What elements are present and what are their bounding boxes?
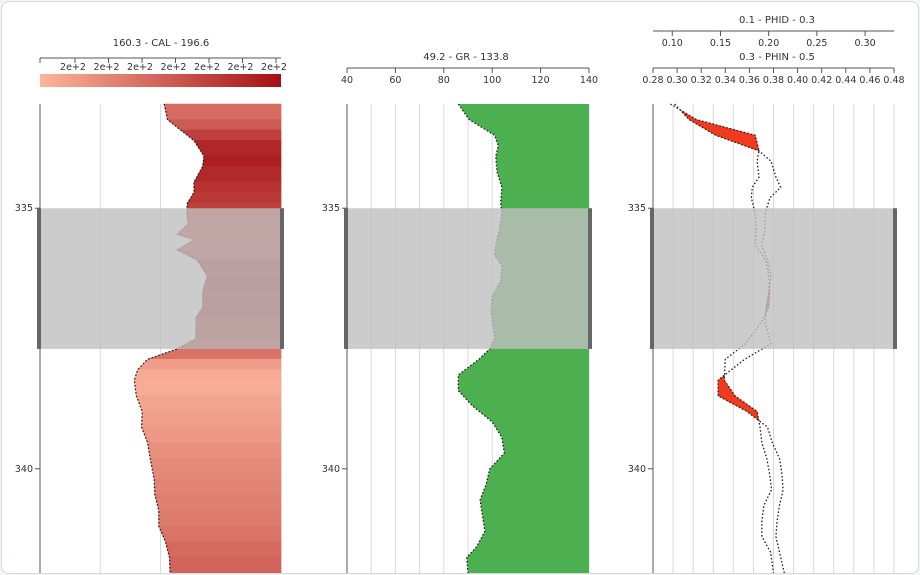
axis-tick-label: 80: [438, 75, 450, 86]
cal-fill-band: [166, 119, 282, 131]
cal-fill-band: [141, 411, 282, 428]
axis-tick-label: 0.30: [667, 75, 688, 86]
cal-fill-band: [158, 510, 282, 527]
axis-tick-label: 0.42: [811, 75, 832, 86]
cal-fill-band: [133, 379, 282, 397]
axis-tick-label: 60: [389, 75, 401, 86]
axis-tick-label: 0.34: [715, 75, 736, 86]
zone-highlight: [651, 208, 896, 349]
axis-tick-label: 40: [341, 75, 353, 86]
phin-axis-ticks: 0.28 0.30 0.32 0.34 0.36 0.38 0.40 0.42 0.44 0.46…: [642, 67, 905, 86]
gr-track: 49.2 - GR - 133.8 40 60 80 100 120 140 335 340: [322, 52, 598, 573]
zone-edge-right: [280, 208, 284, 349]
cal-fill-band: [179, 129, 282, 141]
depth-tick-label: 340: [322, 464, 340, 475]
axis-tick-label: 2e+2: [261, 62, 287, 73]
axis-tick-label: 2e+2: [161, 62, 187, 73]
axis-tick-label: 100: [483, 75, 501, 86]
axis-tick-label: 0.10: [662, 38, 683, 49]
axis-tick-label: 0.25: [806, 38, 827, 49]
axis-tick-label: 0.38: [763, 75, 784, 86]
axis-tick-label: 0.32: [691, 75, 712, 86]
zone-edge-left: [344, 208, 348, 349]
cal-fill-band: [169, 557, 282, 573]
cal-fill-band: [133, 369, 282, 381]
cal-fill-band: [135, 395, 282, 412]
cal-fill-band: [193, 181, 282, 193]
axis-tick-label: 0.44: [835, 75, 856, 86]
zone-edge-left: [650, 208, 654, 349]
axis-tick-label: 140: [580, 75, 598, 86]
axis-tick-label: 2e+2: [94, 62, 120, 73]
gr-curve: [457, 103, 505, 573]
zone-highlight: [38, 208, 283, 349]
crossover-segment: [688, 119, 756, 136]
axis-tick-label: 0.30: [855, 38, 876, 49]
axis-tick-label: 0.15: [710, 38, 731, 49]
cal-fill-band: [165, 541, 282, 558]
depth-tick-label: 340: [628, 464, 646, 475]
axis-tick-label: 120: [532, 75, 550, 86]
axis-tick-label: 0.20: [758, 38, 779, 49]
axis-tick-label: 2e+2: [127, 62, 153, 73]
phid-axis-ticks: 0.10 0.15 0.20 0.25 0.30: [653, 30, 894, 49]
crossover-segment: [715, 135, 760, 152]
cal-fill-band: [147, 348, 282, 360]
axis-tick-label: 2e+2: [228, 62, 254, 73]
cal-axis-ticks: 2e+2 2e+2 2e+2 2e+2 2e+2 2e+2 2e+2: [39, 57, 287, 73]
phid-axis-title: 0.1 - PHID - 0.3: [739, 15, 815, 26]
cal-fill-band: [136, 359, 282, 371]
axis-tick-label: 0.36: [739, 75, 760, 86]
cal-fill-band: [163, 103, 282, 120]
cal-fill-band: [202, 155, 282, 167]
cal-fill-band: [149, 458, 282, 480]
gr-depth-axis: 335 340: [322, 203, 347, 475]
axis-tick-label: 2e+2: [60, 62, 86, 73]
axis-tick-label: 0.48: [883, 75, 904, 86]
cal-fill-band: [141, 426, 282, 444]
depth-tick-label: 335: [322, 203, 340, 214]
zone-highlight: [345, 208, 591, 349]
depth-tick-label: 335: [628, 203, 646, 214]
cal-fill-band: [193, 140, 282, 157]
cal-fill-band: [193, 166, 282, 183]
cal-colorbar: [40, 74, 281, 87]
axis-tick-label: 2e+2: [194, 62, 220, 73]
cal-depth-axis: 335 340: [15, 203, 40, 475]
depth-tick-label: 340: [15, 464, 33, 475]
zone-edge-left: [37, 208, 41, 349]
cal-fill-band: [147, 442, 282, 459]
axis-tick-label: 0.40: [787, 75, 808, 86]
cal-fill-band: [153, 478, 282, 496]
porosity-depth-axis: 335 340: [628, 203, 653, 475]
axis-tick-label: 0.28: [642, 75, 663, 86]
gr-axis-title: 49.2 - GR - 133.8: [423, 52, 509, 63]
cal-fill-band: [154, 494, 282, 511]
phid-curve: [670, 103, 775, 573]
phin-axis-title: 0.3 - PHIN - 0.5: [739, 52, 815, 63]
cal-fill-band: [158, 525, 282, 543]
cal-fill-band: [186, 192, 282, 204]
zone-edge-right: [893, 208, 897, 349]
cal-track: 160.3 - CAL - 196.6 2e+2 2e+2 2e+2 2e+2 2e+2…: [15, 38, 287, 573]
axis-tick-label: 0.46: [859, 75, 880, 86]
depth-tick-label: 335: [15, 203, 33, 214]
zone-edge-right: [588, 208, 592, 349]
cal-axis-title: 160.3 - CAL - 196.6: [113, 38, 210, 49]
crossover-segment: [717, 379, 736, 397]
gr-axis-ticks: 40 60 80 100 120 140: [341, 67, 598, 86]
porosity-track: 0.1 - PHID - 0.3 0.10 0.15 0.20 0.25 0.30 0.…: [628, 15, 905, 573]
